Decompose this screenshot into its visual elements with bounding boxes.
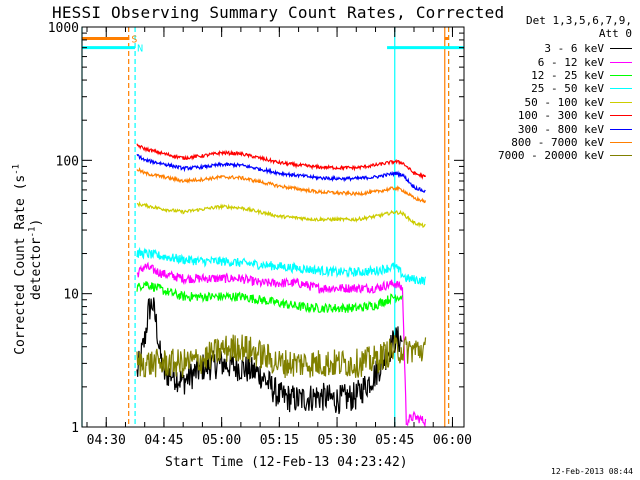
series-line: [136, 143, 427, 180]
legend-label: 50 - 100 keV: [524, 95, 604, 109]
legend-item: 3 - 6 keV: [470, 42, 632, 55]
series-line: [136, 246, 427, 286]
legend-swatch: [610, 61, 632, 63]
legend-swatch: [610, 88, 632, 90]
legend-label: 12 - 25 keV: [531, 68, 604, 82]
legend-swatch: [610, 115, 632, 117]
marker-lines: [81, 27, 450, 427]
legend-swatch: [610, 141, 632, 143]
legend-item: 800 - 7000 keV: [470, 136, 632, 149]
legend-item: 100 - 300 keV: [470, 109, 632, 122]
y-tick-label: 1000: [48, 21, 79, 36]
series-line: [136, 334, 427, 379]
x-tick-label: 05:30: [317, 433, 356, 448]
legend-item: 25 - 50 keV: [470, 82, 632, 95]
legend-item: 6 - 12 keV: [470, 55, 632, 69]
series-line: [136, 297, 403, 415]
flag-label: N: [137, 44, 143, 55]
legend-label: 6 - 12 keV: [537, 55, 604, 69]
series-line: [136, 166, 427, 204]
plot-frame: [81, 26, 465, 428]
legend: 3 - 6 keV 6 - 12 keV 12 - 25 keV 25 - 50 ke…: [470, 42, 632, 163]
x-tick-label: 06:00: [433, 433, 472, 448]
series-lines: [136, 143, 427, 428]
y-tick-label: 100: [56, 154, 79, 169]
legend-header-line: Att 0: [598, 27, 632, 40]
y-tick-label: 10: [63, 288, 79, 303]
series-line: [136, 261, 427, 428]
legend-item: 12 - 25 keV: [470, 69, 632, 82]
series-line: [136, 200, 426, 228]
legend-swatch: [610, 101, 632, 103]
y-tick-label: 1: [71, 421, 79, 436]
flag-label: S: [131, 34, 137, 45]
legend-label: 25 - 50 keV: [531, 82, 604, 96]
x-axis-label: Start Time (12-Feb-13 04:23:42): [165, 455, 408, 470]
x-tick-label: 05:00: [202, 433, 241, 448]
axes: [81, 26, 465, 428]
x-tick-label: 05:45: [375, 433, 414, 448]
legend-label: 3 - 6 keV: [544, 42, 604, 56]
legend-swatch: [610, 74, 632, 76]
legend-label: 100 - 300 keV: [517, 109, 604, 123]
series-line: [136, 281, 403, 314]
legend-item: 300 - 800 keV: [470, 122, 632, 136]
series-line: [136, 153, 426, 193]
legend-swatch: [610, 155, 632, 157]
legend-header: Det 1,3,5,6,7,9, Att 0: [500, 14, 632, 40]
timestamp: 12-Feb-2013 08:44: [551, 467, 633, 476]
legend-item: 50 - 100 keV: [470, 96, 632, 109]
flag-bars: SN: [82, 34, 464, 55]
chart-title: HESSI Observing Summary Count Rates, Cor…: [52, 3, 505, 22]
legend-label: 300 - 800 keV: [517, 122, 604, 136]
legend-label: 7000 - 20000 keV: [498, 149, 604, 163]
legend-swatch: [610, 48, 632, 50]
legend-item: 7000 - 20000 keV: [470, 149, 632, 162]
y-axis-label: Corrected Count Rate (s-1 detector-1): [11, 163, 45, 355]
x-tick-label: 04:30: [87, 433, 126, 448]
legend-header-line: Det 1,3,5,6,7,9,: [526, 14, 632, 27]
legend-swatch: [610, 128, 632, 130]
x-tick-label: 04:45: [144, 433, 183, 448]
tick-labels: 1 10 100 1000 04:30 04:45 05:00 05:15 05:30 05:45…: [48, 21, 472, 448]
x-tick-label: 05:15: [260, 433, 299, 448]
legend-label: 800 - 7000 keV: [511, 135, 604, 149]
